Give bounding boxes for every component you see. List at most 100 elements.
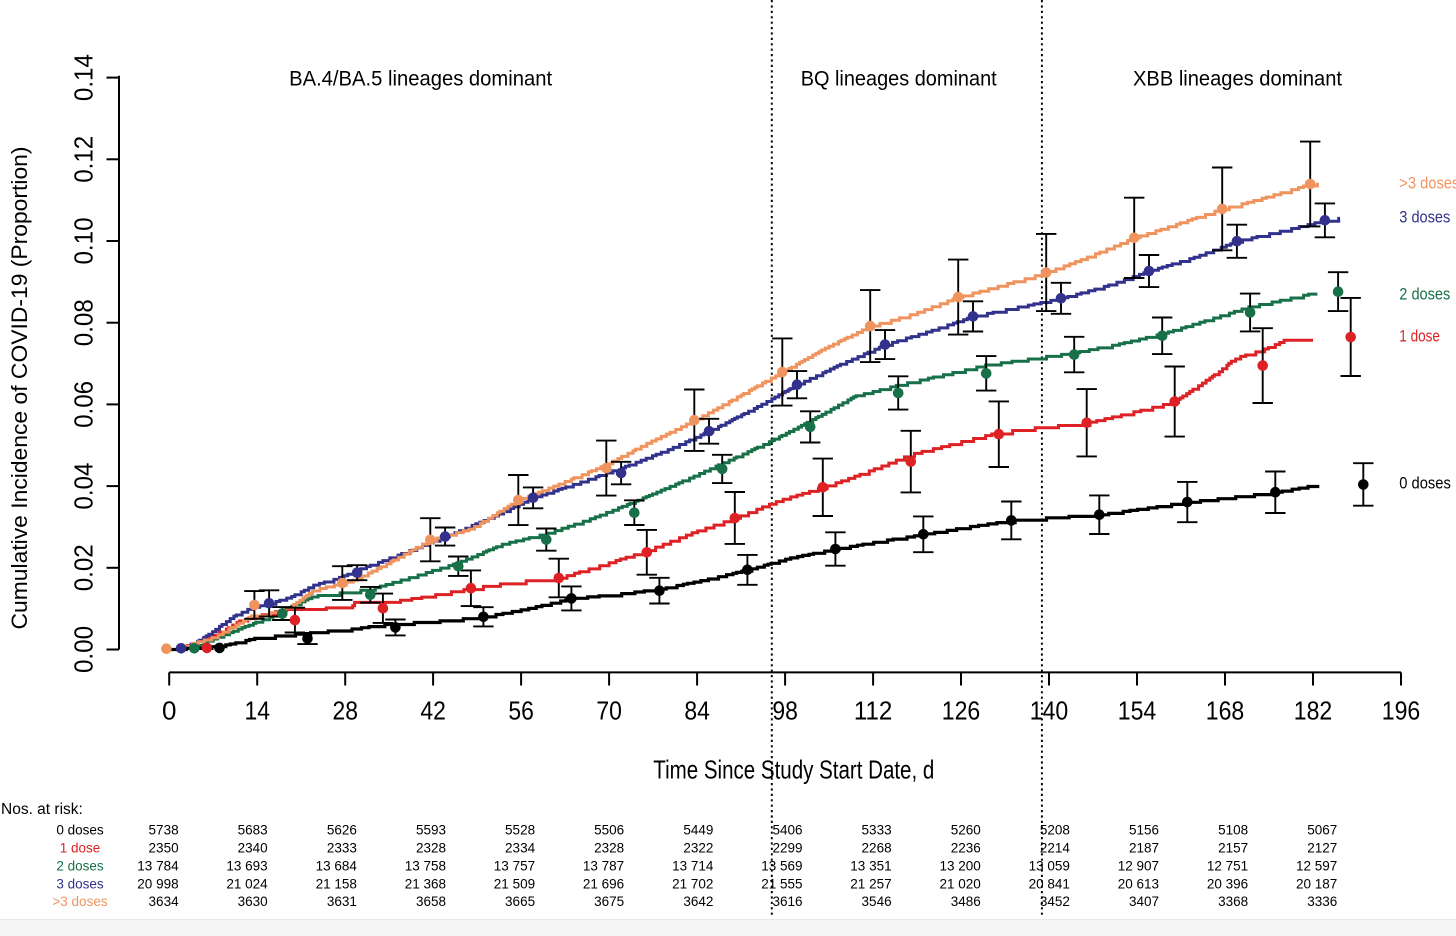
svg-text:5108: 5108 <box>1218 823 1248 838</box>
svg-text:20 613: 20 613 <box>1118 877 1159 892</box>
svg-text:3407: 3407 <box>1129 894 1159 909</box>
svg-text:5406: 5406 <box>772 823 802 838</box>
svg-text:3665: 3665 <box>505 894 535 909</box>
svg-text:140: 140 <box>1030 696 1069 726</box>
svg-text:5260: 5260 <box>951 823 981 838</box>
svg-text:5528: 5528 <box>505 823 535 838</box>
svg-text:98: 98 <box>772 696 798 726</box>
svg-text:13 784: 13 784 <box>137 859 179 874</box>
svg-text:>3 doses: >3 doses <box>1399 175 1456 193</box>
svg-text:20 187: 20 187 <box>1296 877 1337 892</box>
svg-text:3 doses: 3 doses <box>1399 209 1450 227</box>
svg-text:21 509: 21 509 <box>494 877 535 892</box>
svg-text:0.08: 0.08 <box>69 299 99 346</box>
svg-text:21 024: 21 024 <box>226 877 268 892</box>
svg-text:28: 28 <box>332 696 358 726</box>
svg-text:5593: 5593 <box>416 823 446 838</box>
svg-text:2322: 2322 <box>683 841 713 856</box>
svg-text:21 368: 21 368 <box>405 877 446 892</box>
svg-text:2127: 2127 <box>1307 841 1337 856</box>
svg-text:1 dose: 1 dose <box>60 841 101 856</box>
svg-text:0.04: 0.04 <box>69 463 99 510</box>
svg-text:3336: 3336 <box>1307 894 1337 909</box>
svg-text:BA.4/BA.5 lineages dominant: BA.4/BA.5 lineages dominant <box>289 68 552 91</box>
svg-text:12 597: 12 597 <box>1296 859 1337 874</box>
svg-text:42: 42 <box>420 696 446 726</box>
svg-text:Time Since Study Start Date, d: Time Since Study Start Date, d <box>653 755 934 785</box>
svg-text:3675: 3675 <box>594 894 624 909</box>
svg-text:5506: 5506 <box>594 823 624 838</box>
svg-text:0.12: 0.12 <box>69 136 99 183</box>
svg-text:>3 doses: >3 doses <box>52 894 107 909</box>
svg-text:13 569: 13 569 <box>761 859 802 874</box>
svg-text:3642: 3642 <box>683 894 713 909</box>
svg-text:196: 196 <box>1382 696 1421 726</box>
svg-text:2328: 2328 <box>416 841 446 856</box>
svg-text:13 787: 13 787 <box>583 859 624 874</box>
svg-text:21 555: 21 555 <box>761 877 802 892</box>
svg-text:3 doses: 3 doses <box>56 877 104 892</box>
svg-text:70: 70 <box>596 696 622 726</box>
svg-text:5067: 5067 <box>1307 823 1337 838</box>
svg-text:13 684: 13 684 <box>316 859 358 874</box>
svg-text:56: 56 <box>508 696 534 726</box>
svg-text:12 751: 12 751 <box>1207 859 1248 874</box>
svg-text:0 doses: 0 doses <box>1399 475 1451 493</box>
svg-text:3452: 3452 <box>1040 894 1070 909</box>
svg-text:2299: 2299 <box>772 841 802 856</box>
svg-text:XBB lineages dominant: XBB lineages dominant <box>1133 68 1342 91</box>
svg-text:5626: 5626 <box>327 823 357 838</box>
svg-text:3658: 3658 <box>416 894 446 909</box>
svg-text:2334: 2334 <box>505 841 536 856</box>
svg-text:0.14: 0.14 <box>69 54 99 101</box>
svg-text:112: 112 <box>854 696 893 726</box>
svg-text:1 dose: 1 dose <box>1399 328 1440 346</box>
svg-text:2333: 2333 <box>327 841 357 856</box>
svg-text:2157: 2157 <box>1218 841 1248 856</box>
svg-text:2340: 2340 <box>238 841 268 856</box>
svg-text:0.00: 0.00 <box>69 626 99 673</box>
svg-text:13 693: 13 693 <box>226 859 267 874</box>
svg-text:Nos. at risk:: Nos. at risk: <box>1 801 83 818</box>
svg-text:3368: 3368 <box>1218 894 1248 909</box>
svg-text:13 200: 13 200 <box>940 859 981 874</box>
svg-text:20 396: 20 396 <box>1207 877 1248 892</box>
svg-text:5683: 5683 <box>238 823 268 838</box>
svg-text:BQ lineages dominant: BQ lineages dominant <box>801 68 997 91</box>
svg-text:3634: 3634 <box>149 894 180 909</box>
svg-text:21 702: 21 702 <box>672 877 713 892</box>
svg-text:21 696: 21 696 <box>583 877 624 892</box>
svg-text:2214: 2214 <box>1040 841 1071 856</box>
svg-text:13 059: 13 059 <box>1029 859 1070 874</box>
svg-text:3546: 3546 <box>862 894 892 909</box>
svg-text:20 841: 20 841 <box>1029 877 1070 892</box>
svg-text:13 757: 13 757 <box>494 859 535 874</box>
svg-text:154: 154 <box>1118 696 1157 726</box>
svg-text:20 998: 20 998 <box>137 877 178 892</box>
svg-text:3630: 3630 <box>238 894 268 909</box>
svg-text:0.02: 0.02 <box>69 544 99 591</box>
svg-text:3631: 3631 <box>327 894 357 909</box>
svg-text:2268: 2268 <box>862 841 892 856</box>
svg-text:5208: 5208 <box>1040 823 1070 838</box>
svg-text:2328: 2328 <box>594 841 624 856</box>
svg-text:2 doses: 2 doses <box>1399 286 1450 304</box>
svg-text:21 257: 21 257 <box>850 877 891 892</box>
svg-text:3486: 3486 <box>951 894 981 909</box>
svg-text:0.06: 0.06 <box>69 381 99 428</box>
svg-text:21 158: 21 158 <box>316 877 357 892</box>
svg-text:14: 14 <box>244 696 270 726</box>
svg-text:126: 126 <box>942 696 981 726</box>
svg-text:12 907: 12 907 <box>1118 859 1159 874</box>
svg-text:182: 182 <box>1294 696 1333 726</box>
svg-text:2236: 2236 <box>951 841 981 856</box>
svg-text:Cumulative Incidence of COVID-: Cumulative Incidence of COVID-19 (Propor… <box>7 147 32 630</box>
svg-text:13 758: 13 758 <box>405 859 446 874</box>
svg-text:5156: 5156 <box>1129 823 1159 838</box>
svg-text:5333: 5333 <box>862 823 892 838</box>
svg-text:21 020: 21 020 <box>940 877 981 892</box>
svg-text:5738: 5738 <box>149 823 179 838</box>
svg-text:0.10: 0.10 <box>69 218 99 265</box>
svg-text:3616: 3616 <box>772 894 802 909</box>
svg-text:168: 168 <box>1206 696 1245 726</box>
